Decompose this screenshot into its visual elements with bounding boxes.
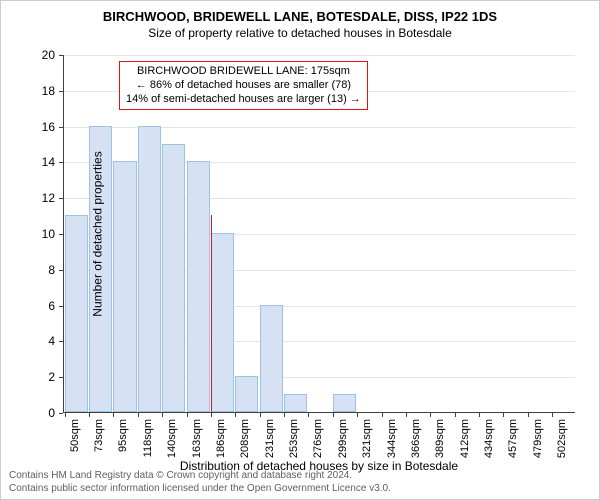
histogram-bar xyxy=(162,144,185,413)
histogram-bar xyxy=(211,233,234,412)
x-tick xyxy=(333,413,334,417)
x-tick-label: 344sqm xyxy=(386,419,398,458)
y-tick xyxy=(59,127,63,128)
y-tick-label: 0 xyxy=(23,406,55,420)
x-tick-label: 118sqm xyxy=(142,419,154,457)
y-tick-label: 16 xyxy=(23,120,55,134)
chart-frame: BIRCHWOOD, BRIDEWELL LANE, BOTESDALE, DI… xyxy=(0,0,600,500)
histogram-bar xyxy=(284,394,307,412)
histogram-bar xyxy=(235,376,258,412)
y-tick xyxy=(59,162,63,163)
x-tick-label: 434sqm xyxy=(483,419,495,458)
attrib-line-2: Contains public sector information licen… xyxy=(9,483,391,496)
x-tick-label: 140sqm xyxy=(166,419,178,458)
y-tick-label: 8 xyxy=(23,263,55,277)
x-tick xyxy=(162,413,163,417)
histogram-bar xyxy=(138,126,161,412)
histogram-bar xyxy=(260,305,283,412)
y-tick xyxy=(59,91,63,92)
y-tick xyxy=(59,341,63,342)
gridline xyxy=(64,55,575,56)
y-axis-label: Number of detached properties xyxy=(91,151,105,316)
y-tick-label: 4 xyxy=(23,334,55,348)
y-tick xyxy=(59,234,63,235)
x-tick-label: 299sqm xyxy=(337,419,349,458)
chart-title: BIRCHWOOD, BRIDEWELL LANE, BOTESDALE, DI… xyxy=(1,1,599,24)
y-tick-label: 12 xyxy=(23,191,55,205)
y-tick xyxy=(59,198,63,199)
annot-line-1: BIRCHWOOD BRIDEWELL LANE: 175sqm xyxy=(126,65,361,79)
y-tick-label: 2 xyxy=(23,370,55,384)
y-tick-label: 6 xyxy=(23,299,55,313)
x-tick xyxy=(235,413,236,417)
x-tick xyxy=(503,413,504,417)
x-tick-label: 50sqm xyxy=(69,419,81,452)
x-tick xyxy=(65,413,66,417)
marker-line xyxy=(211,215,212,412)
x-tick-label: 163sqm xyxy=(191,419,203,458)
x-tick-label: 366sqm xyxy=(410,419,422,458)
x-ticks: 50sqm 73sqm 95sqm 118sqm 140sqm 163sqm 186sqm 2… xyxy=(63,413,575,459)
x-tick-label: 502sqm xyxy=(556,419,568,458)
annot-line-3: 14% of semi-detached houses are larger (… xyxy=(126,93,361,107)
x-tick-label: 253sqm xyxy=(288,419,300,458)
histogram-bar xyxy=(65,215,88,412)
x-tick xyxy=(308,413,309,417)
x-tick-label: 208sqm xyxy=(239,419,251,458)
x-tick xyxy=(357,413,358,417)
x-tick xyxy=(552,413,553,417)
attribution: Contains HM Land Registry data © Crown c… xyxy=(9,470,391,495)
y-tick-label: 10 xyxy=(23,227,55,241)
x-tick-label: 321sqm xyxy=(361,419,373,458)
x-tick xyxy=(113,413,114,417)
y-tick-label: 14 xyxy=(23,155,55,169)
x-tick xyxy=(528,413,529,417)
histogram-bar xyxy=(113,161,136,412)
chart-subtitle: Size of property relative to detached ho… xyxy=(1,24,599,40)
y-tick xyxy=(59,270,63,271)
x-tick-label: 389sqm xyxy=(434,419,446,458)
annot-line-2: ← 86% of detached houses are smaller (78… xyxy=(126,79,361,93)
plot-area: Number of detached properties 0246810121… xyxy=(63,55,575,413)
histogram-bar xyxy=(333,394,356,412)
x-tick-label: 479sqm xyxy=(532,419,544,458)
histogram-bar xyxy=(187,161,210,412)
y-tick-label: 20 xyxy=(23,48,55,62)
y-tick xyxy=(59,377,63,378)
x-tick xyxy=(187,413,188,417)
x-tick xyxy=(260,413,261,417)
x-tick-label: 186sqm xyxy=(215,419,227,458)
x-tick xyxy=(430,413,431,417)
attrib-line-1: Contains HM Land Registry data © Crown c… xyxy=(9,470,391,483)
x-tick xyxy=(211,413,212,417)
y-tick-label: 18 xyxy=(23,84,55,98)
x-tick xyxy=(479,413,480,417)
x-tick xyxy=(89,413,90,417)
x-tick xyxy=(382,413,383,417)
y-tick xyxy=(59,306,63,307)
x-tick xyxy=(138,413,139,417)
x-tick-label: 457sqm xyxy=(507,419,519,458)
x-tick-label: 73sqm xyxy=(93,419,105,452)
x-tick xyxy=(455,413,456,417)
y-tick xyxy=(59,55,63,56)
x-tick-label: 231sqm xyxy=(264,419,276,458)
x-tick-label: 412sqm xyxy=(459,419,471,458)
x-tick xyxy=(406,413,407,417)
x-tick-label: 276sqm xyxy=(312,419,324,458)
x-tick-label: 95sqm xyxy=(117,419,129,452)
annotation-box: BIRCHWOOD BRIDEWELL LANE: 175sqm ← 86% o… xyxy=(119,61,368,110)
x-tick xyxy=(284,413,285,417)
